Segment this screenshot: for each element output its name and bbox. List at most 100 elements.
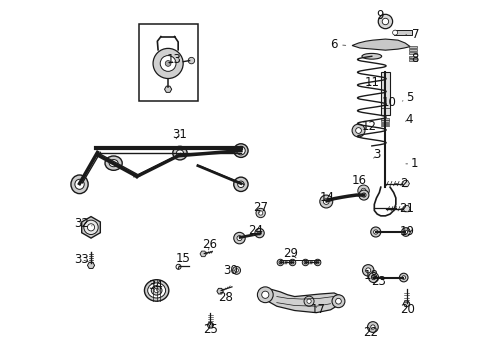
Ellipse shape: [176, 150, 183, 156]
Circle shape: [360, 188, 366, 193]
Circle shape: [367, 321, 378, 332]
Circle shape: [258, 211, 262, 215]
Text: 13: 13: [167, 53, 182, 66]
Text: 2: 2: [394, 177, 407, 190]
Text: 12: 12: [361, 121, 376, 134]
Ellipse shape: [105, 156, 122, 170]
Circle shape: [255, 208, 265, 218]
Circle shape: [365, 268, 370, 273]
Text: 28: 28: [218, 291, 233, 304]
Circle shape: [368, 273, 378, 283]
Text: 23: 23: [371, 275, 386, 288]
Circle shape: [357, 185, 368, 197]
Ellipse shape: [233, 144, 247, 157]
Circle shape: [290, 261, 293, 264]
Text: 24: 24: [247, 224, 262, 238]
Circle shape: [234, 269, 238, 272]
Text: 8: 8: [408, 51, 418, 64]
Circle shape: [314, 259, 320, 266]
Bar: [408, 46, 416, 48]
Text: 9: 9: [376, 9, 383, 22]
Circle shape: [401, 276, 405, 279]
Bar: [408, 49, 416, 51]
Circle shape: [261, 291, 268, 298]
Circle shape: [399, 273, 407, 282]
Text: 27: 27: [253, 202, 267, 215]
Text: 16: 16: [351, 174, 366, 187]
Text: 5: 5: [402, 91, 412, 104]
Bar: [408, 59, 416, 61]
Text: 19: 19: [399, 225, 414, 238]
Text: 10: 10: [381, 96, 395, 109]
Ellipse shape: [71, 175, 88, 194]
Bar: [139, 24, 198, 101]
Bar: [381, 118, 388, 120]
Circle shape: [233, 232, 244, 244]
Text: 11: 11: [364, 76, 379, 89]
Circle shape: [401, 228, 409, 236]
Circle shape: [316, 261, 319, 264]
Circle shape: [232, 266, 240, 274]
Text: 3: 3: [372, 148, 379, 161]
Circle shape: [373, 230, 377, 234]
Circle shape: [323, 199, 328, 204]
Circle shape: [83, 220, 98, 234]
Ellipse shape: [361, 53, 381, 59]
Circle shape: [370, 227, 380, 237]
Text: 6: 6: [329, 38, 345, 51]
Circle shape: [236, 146, 244, 155]
Text: 20: 20: [399, 303, 414, 316]
Circle shape: [257, 231, 261, 235]
Text: 25: 25: [203, 323, 218, 336]
Text: 34: 34: [148, 279, 163, 292]
Circle shape: [351, 124, 364, 137]
Text: 7: 7: [405, 28, 419, 41]
Text: 31: 31: [171, 127, 186, 141]
Text: 18: 18: [363, 269, 377, 282]
Ellipse shape: [147, 283, 165, 298]
Ellipse shape: [172, 146, 187, 160]
Text: 15: 15: [175, 252, 190, 265]
Ellipse shape: [151, 286, 162, 295]
Circle shape: [403, 230, 407, 234]
Bar: [408, 52, 416, 54]
Circle shape: [304, 261, 306, 264]
Circle shape: [277, 259, 283, 266]
Circle shape: [378, 14, 392, 29]
Circle shape: [306, 299, 310, 303]
Circle shape: [257, 287, 273, 303]
Text: 14: 14: [319, 192, 334, 204]
Circle shape: [355, 128, 361, 134]
Ellipse shape: [154, 288, 159, 293]
Polygon shape: [264, 289, 341, 313]
Circle shape: [358, 190, 368, 200]
Bar: [381, 123, 388, 124]
Bar: [380, 72, 389, 116]
Text: 32: 32: [74, 217, 92, 230]
Circle shape: [319, 195, 332, 208]
Circle shape: [278, 261, 281, 264]
Circle shape: [362, 265, 373, 276]
Text: 33: 33: [74, 253, 88, 266]
Circle shape: [382, 18, 388, 25]
Circle shape: [361, 193, 366, 197]
Circle shape: [304, 296, 313, 306]
Circle shape: [254, 228, 264, 238]
Bar: [394, 31, 411, 35]
Circle shape: [331, 295, 344, 308]
Circle shape: [165, 60, 171, 66]
Circle shape: [302, 259, 308, 266]
Circle shape: [335, 298, 341, 304]
Circle shape: [392, 30, 397, 35]
Circle shape: [160, 55, 176, 71]
Ellipse shape: [237, 181, 244, 188]
Circle shape: [237, 235, 242, 240]
Ellipse shape: [109, 159, 118, 167]
Ellipse shape: [144, 280, 168, 301]
Circle shape: [370, 325, 374, 329]
Polygon shape: [351, 39, 409, 50]
Text: 4: 4: [405, 113, 412, 126]
Text: 26: 26: [202, 238, 216, 251]
Text: 29: 29: [283, 247, 297, 260]
Text: 17: 17: [310, 303, 325, 316]
